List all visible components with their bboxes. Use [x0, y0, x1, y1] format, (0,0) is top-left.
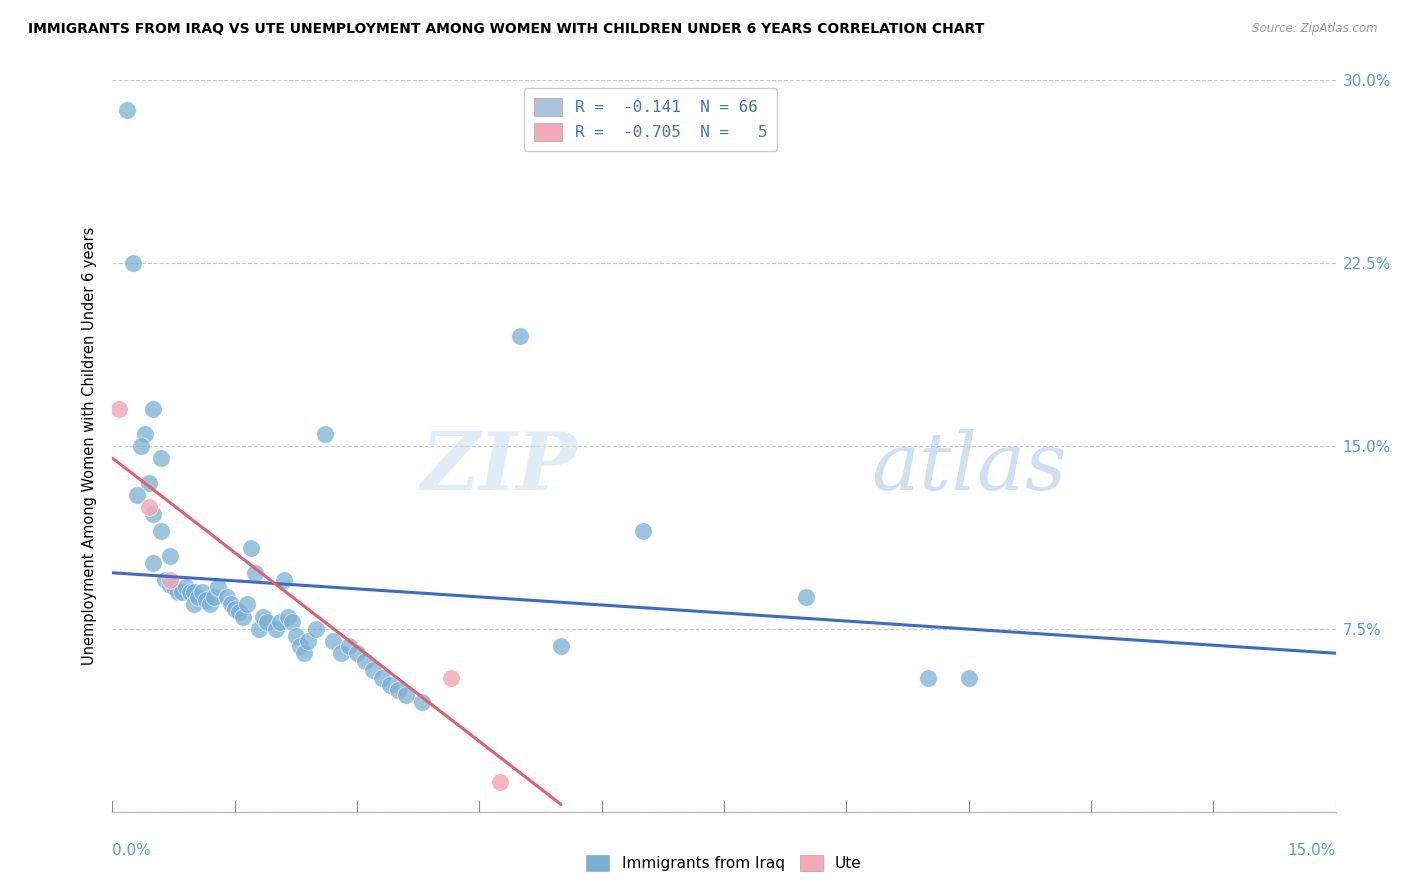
Point [138, 500, 160, 514]
Point [264, 622, 287, 636]
Point [440, 671, 463, 685]
Point [631, 524, 654, 539]
Text: Source: ZipAtlas.com: Source: ZipAtlas.com [1253, 22, 1378, 36]
Point [957, 671, 980, 685]
Point [550, 639, 572, 653]
Point [142, 508, 165, 522]
Point [509, 329, 531, 343]
Legend: Immigrants from Iraq, Ute: Immigrants from Iraq, Ute [581, 849, 868, 877]
Point [232, 609, 254, 624]
Point [191, 585, 214, 599]
Point [240, 541, 263, 556]
Point [297, 634, 319, 648]
Text: ZIP: ZIP [420, 429, 578, 507]
Point [288, 639, 311, 653]
Point [142, 402, 165, 417]
Point [215, 590, 238, 604]
Point [159, 578, 181, 592]
Point [489, 775, 512, 789]
Point [183, 598, 205, 612]
Point [129, 439, 152, 453]
Point [204, 590, 226, 604]
Point [159, 549, 181, 563]
Point [150, 524, 173, 539]
Point [363, 663, 385, 677]
Point [228, 605, 250, 619]
Point [277, 609, 299, 624]
Point [195, 592, 218, 607]
Text: atlas: atlas [870, 429, 1066, 507]
Point [322, 634, 344, 648]
Point [138, 475, 160, 490]
Point [247, 622, 270, 636]
Point [378, 678, 401, 692]
Point [314, 426, 336, 441]
Point [219, 598, 242, 612]
Point [187, 590, 209, 604]
Point [794, 590, 817, 604]
Point [245, 566, 267, 580]
Point [273, 573, 295, 587]
Point [134, 426, 156, 441]
Point [170, 585, 193, 599]
Point [224, 602, 246, 616]
Point [411, 695, 433, 709]
Point [155, 573, 177, 587]
Point [122, 256, 145, 270]
Text: 0.0%: 0.0% [112, 843, 152, 858]
Point [346, 646, 368, 660]
Point [125, 488, 148, 502]
Point [269, 615, 291, 629]
Point [207, 581, 229, 595]
Point [236, 598, 259, 612]
Text: 15.0%: 15.0% [1288, 843, 1336, 858]
Point [337, 639, 360, 653]
Point [329, 646, 352, 660]
Point [174, 581, 197, 595]
Point [183, 585, 205, 599]
Point [917, 671, 939, 685]
Point [142, 556, 165, 570]
Text: IMMIGRANTS FROM IRAQ VS UTE UNEMPLOYMENT AMONG WOMEN WITH CHILDREN UNDER 6 YEARS: IMMIGRANTS FROM IRAQ VS UTE UNEMPLOYMENT… [28, 22, 984, 37]
Point [370, 671, 392, 685]
Y-axis label: Unemployment Among Women with Children Under 6 years: Unemployment Among Women with Children U… [82, 227, 97, 665]
Point [200, 598, 222, 612]
Point [256, 615, 278, 629]
Point [166, 585, 188, 599]
Point [281, 615, 304, 629]
Point [305, 622, 328, 636]
Point [163, 581, 186, 595]
Point [159, 573, 181, 587]
Point [108, 402, 131, 417]
Point [150, 451, 173, 466]
Point [387, 682, 409, 697]
Point [354, 654, 377, 668]
Point [395, 688, 418, 702]
Point [292, 646, 315, 660]
Point [115, 103, 138, 117]
Point [179, 585, 201, 599]
Point [284, 629, 308, 643]
Point [252, 609, 274, 624]
